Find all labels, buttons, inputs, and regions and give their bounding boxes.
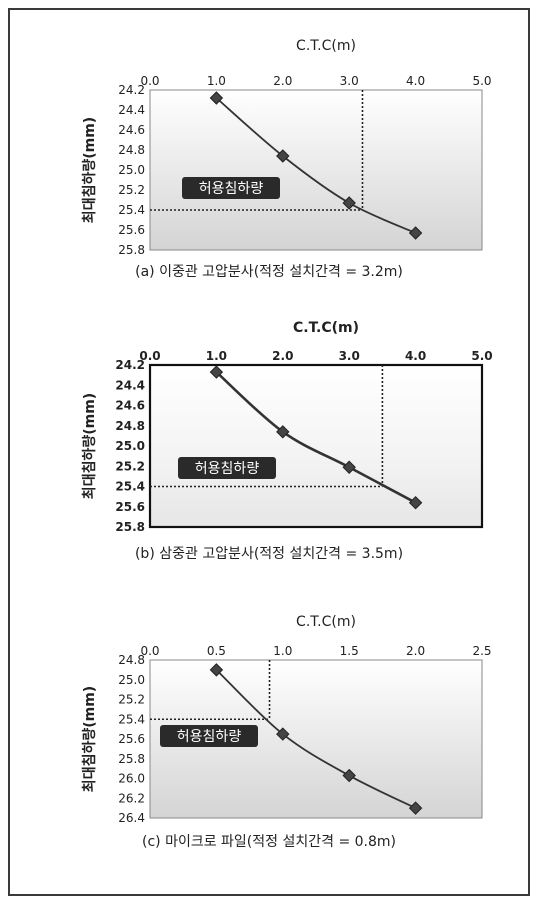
allowable-label-box [160, 725, 258, 747]
x-tick-label: 0.0 [140, 644, 159, 658]
x-axis-title: C.T.C(m) [296, 38, 356, 54]
x-tick-label: 2.0 [406, 644, 425, 658]
data-point-marker [408, 226, 423, 240]
series-line [215, 97, 416, 234]
y-tick-label: 25.4 [118, 712, 145, 726]
x-tick-label: 3.0 [340, 74, 359, 88]
x-tick-label: 2.0 [272, 349, 293, 363]
data-point-marker [209, 663, 224, 677]
x-tick-label: 0.0 [140, 74, 159, 88]
figure-frame: C.T.C(m) 0.0 1.0 2.0 3.0 4.0 5.0 24.2 24.4 24.6 24… [8, 8, 530, 896]
data-point-marker [342, 768, 356, 783]
y-tick-label: 24.6 [115, 399, 145, 413]
plot-area [148, 363, 484, 529]
x-tick-label: 1.0 [207, 74, 226, 88]
y-tick-label: 25.0 [115, 439, 145, 453]
x-tick-label: 4.0 [406, 74, 425, 88]
y-tick-label: 25.6 [115, 500, 145, 514]
data-point-marker [276, 149, 290, 163]
y-tick-label: 25.2 [118, 183, 145, 197]
chart-panel-b: C.T.C(m) 0.0 1.0 2.0 3.0 4.0 5.0 24.2 24.4 24.6 24… [81, 320, 493, 562]
x-tick-label: 1.0 [206, 349, 227, 363]
x-tick-label: 3.0 [339, 349, 360, 363]
allowable-label: 허용침하량 [195, 461, 260, 477]
chart-panel-a: C.T.C(m) 0.0 1.0 2.0 3.0 4.0 5.0 24.2 24.4 24.6 24… [81, 38, 492, 280]
y-tick-label: 25.8 [115, 520, 145, 534]
data-point-marker [209, 365, 224, 379]
figure-canvas: C.T.C(m) 0.0 1.0 2.0 3.0 4.0 5.0 24.2 24.4 24.6 24… [81, 38, 493, 850]
allowable-label-box [178, 457, 276, 479]
series-line [215, 371, 417, 504]
x-tick-label: 5.0 [471, 349, 492, 363]
y-tick-label: 24.2 [118, 83, 145, 97]
x-tick-label: 2.5 [472, 644, 491, 658]
x-tick-label: 0.5 [207, 644, 226, 658]
y-tick-label: 25.0 [118, 163, 145, 177]
y-tick-label: 24.4 [118, 103, 145, 117]
y-tick-label: 25.0 [118, 673, 145, 687]
data-point-marker [342, 460, 356, 474]
series-line [215, 669, 416, 809]
y-tick-label: 25.6 [118, 732, 145, 746]
x-tick-label: 1.0 [273, 644, 292, 658]
x-tick-label: 2.0 [273, 74, 292, 88]
y-tick-label: 24.6 [118, 123, 145, 137]
data-point-marker [408, 801, 423, 815]
y-tick-label: 26.0 [118, 772, 145, 786]
y-tick-label: 25.4 [118, 203, 145, 217]
chart-caption: (c) 마이크로 파일(적정 설치간격 = 0.8m) [142, 834, 396, 850]
data-point-marker [276, 727, 290, 741]
x-tick-label: 0.0 [139, 349, 160, 363]
y-axis-title: 최대침하량(mm) [81, 393, 98, 499]
y-tick-label: 24.8 [118, 653, 145, 667]
chart-caption: (b) 삼중관 고압분사(적정 설치간격 = 3.5m) [135, 546, 403, 562]
y-axis-title: 최대침하량(mm) [81, 117, 98, 223]
y-tick-label: 24.4 [115, 378, 145, 392]
plot-area [149, 89, 483, 251]
x-tick-label: 4.0 [405, 349, 426, 363]
y-tick-label: 25.2 [118, 693, 145, 707]
x-tick-label: 5.0 [472, 74, 491, 88]
x-axis-title: C.T.C(m) [293, 320, 359, 336]
y-axis-title: 최대침하량(mm) [81, 686, 98, 792]
chart-caption: (a) 이중관 고압분사(적정 설치간격 = 3.2m) [135, 264, 403, 280]
y-tick-label: 25.8 [118, 243, 145, 257]
data-point-marker [408, 495, 423, 510]
data-point-marker [342, 196, 356, 210]
allowable-label-box [182, 177, 280, 199]
y-tick-label: 26.2 [118, 791, 145, 805]
allowable-label: 허용침하량 [177, 729, 242, 745]
allowable-label: 허용침하량 [199, 181, 264, 197]
data-point-marker [276, 425, 290, 439]
y-tick-label: 26.4 [118, 811, 145, 825]
y-tick-label: 25.4 [115, 480, 145, 494]
y-tick-label: 25.2 [115, 459, 145, 473]
y-tick-label: 24.8 [118, 143, 145, 157]
y-tick-label: 24.8 [115, 419, 145, 433]
y-tick-label: 25.6 [118, 223, 145, 237]
x-axis-title: C.T.C(m) [296, 614, 356, 630]
x-tick-label: 1.5 [340, 644, 359, 658]
y-tick-label: 25.8 [118, 752, 145, 766]
chart-panel-c: C.T.C(m) 0.0 0.5 1.0 1.5 2.0 2.5 24.8 25.0 25.2 25… [81, 614, 492, 850]
data-point-marker [209, 91, 224, 105]
y-tick-label: 24.2 [115, 358, 145, 372]
